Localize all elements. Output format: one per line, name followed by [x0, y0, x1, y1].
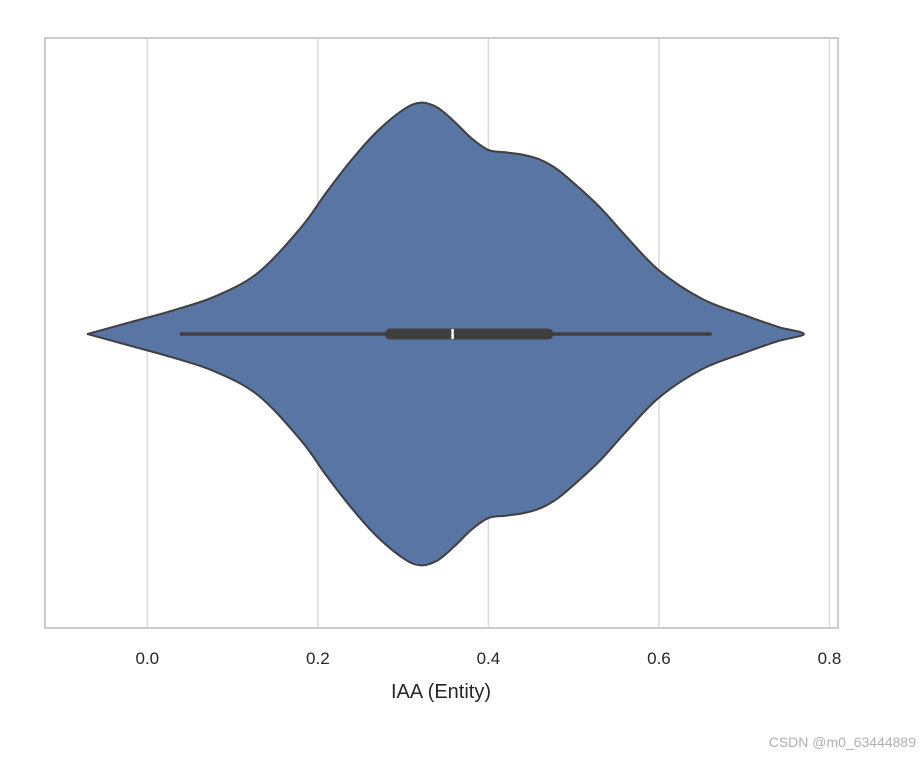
plot-frame	[44, 37, 839, 629]
watermark: CSDN @m0_63444889	[768, 734, 916, 750]
x-tick-label: 0.4	[477, 649, 501, 668]
x-tick-label: 0.2	[306, 649, 330, 668]
x-tick-labels: 0.0 0.2 0.4 0.6 0.8	[136, 649, 842, 668]
x-tick-label: 0.8	[818, 649, 842, 668]
x-tick-label: 0.6	[647, 649, 671, 668]
x-tick-label: 0.0	[136, 649, 160, 668]
x-axis-label: IAA (Entity)	[391, 681, 491, 703]
